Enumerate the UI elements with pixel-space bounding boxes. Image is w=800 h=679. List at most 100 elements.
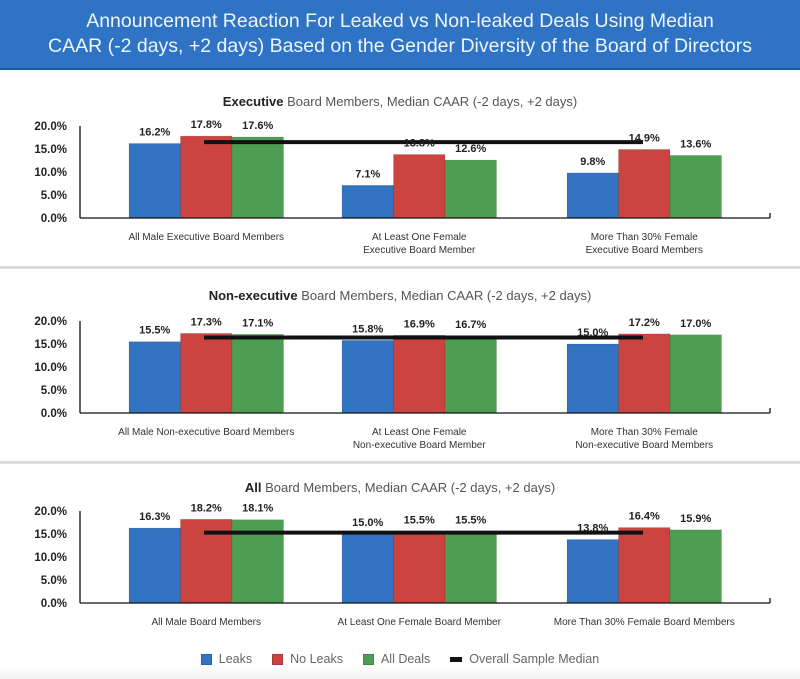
data-label: 16.7% [455, 319, 486, 331]
category-label: Non-executive Board Member [353, 440, 487, 451]
data-label: 16.9% [404, 318, 435, 330]
page-header: Announcement Reaction For Leaked vs Non-… [0, 0, 800, 70]
y-tick-label: 5.0% [41, 385, 67, 397]
chart-title-rest: Board Members, Median CAAR (-2 days, +2 … [297, 288, 592, 303]
chart-title-rest: Board Members, Median CAAR (-2 days, +2 … [261, 480, 556, 495]
bar-no-leaks [393, 334, 446, 414]
median-line-swatch-icon [450, 656, 463, 662]
data-label: 18.2% [191, 502, 222, 514]
bar-no-leaks [618, 527, 671, 604]
y-tick-label: 5.0% [41, 575, 67, 587]
all-board-chart: 0.0% 5.0% 10.0% 15.0% 20.0% 16.3% 15.0% 13.8% 18… [34, 502, 771, 628]
y-tick-label: 15.0% [34, 144, 67, 156]
category-label: At Least One Female [372, 427, 467, 438]
bar-all-deals [669, 529, 722, 604]
bar-leaks [566, 172, 619, 219]
bar-all-deals [231, 333, 284, 414]
y-tick-label: 5.0% [41, 190, 67, 202]
data-label: 14.9% [629, 132, 660, 144]
category-label: All Male Executive Board Members [128, 232, 284, 243]
bar-all-deals [444, 531, 497, 604]
data-label: 9.8% [580, 156, 605, 168]
bar-no-leaks [618, 149, 671, 219]
bar-all-deals [669, 334, 722, 414]
category-label: Executive Board Members [586, 245, 703, 256]
data-label: 18.1% [242, 503, 273, 515]
y-tick-label: 20.0% [34, 316, 67, 328]
bar-no-leaks [180, 333, 233, 414]
y-tick-label: 10.0% [34, 362, 67, 374]
data-label: 17.6% [242, 120, 273, 132]
panel-divider [0, 461, 800, 464]
all-deals-swatch-icon [362, 653, 374, 665]
data-label: 16.3% [139, 511, 170, 523]
data-label: 13.8% [404, 138, 435, 150]
data-label: 15.0% [352, 517, 383, 529]
data-label: 17.8% [191, 119, 222, 131]
category-label: More Than 30% Female [591, 232, 699, 243]
data-label: 12.6% [455, 143, 486, 155]
chart-title-bold: Executive [222, 94, 284, 109]
data-label: 15.5% [404, 515, 435, 527]
category-label: More Than 30% Female Board Members [554, 617, 735, 628]
legend-label: Leaks [218, 652, 253, 666]
category-label: At Least One Female [372, 232, 467, 243]
data-label: 13.6% [680, 138, 711, 150]
bar-leaks [128, 143, 181, 219]
data-label: 17.3% [191, 316, 222, 328]
legend-label: All Deals [380, 652, 431, 666]
data-label: 13.8% [577, 523, 608, 535]
data-label: 17.1% [242, 317, 273, 329]
bar-all-deals [444, 335, 497, 414]
legend-label: Overall Sample Median [469, 652, 600, 666]
data-label: 15.5% [139, 325, 170, 337]
bar-no-leaks [393, 531, 446, 604]
category-label: Executive Board Member [363, 245, 476, 256]
executive-chart-title: Executive Board Members, Median CAAR (-2… [0, 94, 800, 109]
y-tick-label: 10.0% [34, 552, 67, 564]
executive-board-chart: 0.0% 5.0% 10.0% 15.0% 20.0% 16.2% 7.1% 9.8% 17.8… [34, 119, 771, 256]
legend-item-overall-median: Overall Sample Median [450, 652, 599, 666]
category-label: Non-executive Board Members [575, 440, 713, 451]
y-tick-label: 20.0% [34, 506, 67, 518]
data-label: 17.0% [680, 318, 711, 330]
chart-title-rest: Board Members, Median CAAR (-2 days, +2 … [283, 94, 578, 109]
legend-item-leaks: Leaks [200, 652, 253, 666]
y-tick-label: 10.0% [34, 167, 67, 179]
bar-leaks [566, 539, 619, 604]
bar-no-leaks [180, 135, 233, 219]
chart-legend: Leaks No Leaks All Deals Overall Sample … [0, 648, 800, 670]
bar-leaks [341, 184, 394, 219]
bar-leaks [341, 533, 394, 604]
y-tick-label: 15.0% [34, 529, 67, 541]
non-executive-board-chart: 0.0% 5.0% 10.0% 15.0% 20.0% 15.5% 15.8% 15.0% 17… [34, 316, 771, 451]
y-tick-label: 15.0% [34, 339, 67, 351]
leaks-swatch-icon [200, 653, 212, 665]
category-label: All Male Non-executive Board Members [118, 427, 294, 438]
legend-item-no-leaks: No Leaks [272, 652, 343, 666]
bar-leaks [128, 527, 181, 604]
category-label: At Least One Female Board Member [338, 617, 502, 628]
y-tick-label: 0.0% [41, 598, 67, 610]
bar-no-leaks [618, 333, 671, 414]
legend-label: No Leaks [290, 652, 343, 666]
header-title-line-2: CAAR (-2 days, +2 days) Based on the Gen… [48, 35, 752, 57]
bar-leaks [566, 343, 619, 414]
bar-all-deals [669, 155, 722, 219]
footer-fade [0, 666, 800, 679]
chart-title-bold: Non-executive [208, 288, 298, 303]
bar-no-leaks [393, 154, 446, 219]
data-label: 16.4% [629, 511, 660, 523]
category-label: All Male Board Members [152, 617, 261, 628]
panel-divider [0, 266, 800, 269]
data-label: 16.2% [139, 126, 170, 138]
data-label: 15.9% [680, 513, 711, 525]
data-label: 15.5% [455, 515, 486, 527]
data-label: 15.0% [577, 327, 608, 339]
data-label: 17.2% [629, 317, 660, 329]
chart-title-bold: All [244, 480, 262, 495]
bar-leaks [341, 339, 394, 414]
bar-all-deals [231, 136, 284, 219]
non-executive-chart-title: Non-executive Board Members, Median CAAR… [0, 288, 800, 303]
all-board-chart-title: All Board Members, Median CAAR (-2 days,… [0, 480, 800, 495]
